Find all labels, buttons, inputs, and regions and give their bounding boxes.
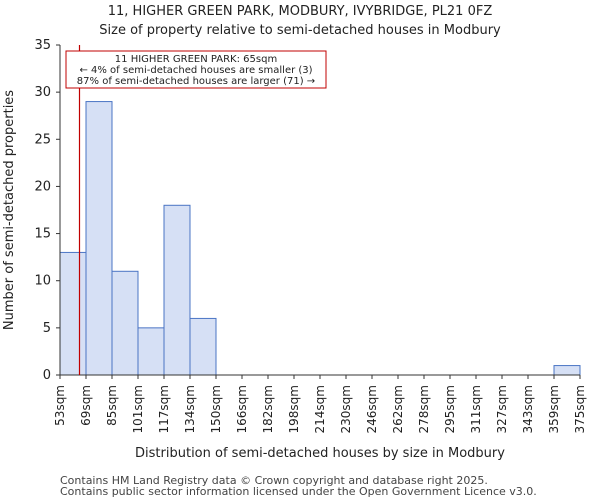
histogram-bar [553, 365, 581, 376]
histogram-bar [59, 251, 87, 376]
x-tick-label: 327sqm [495, 385, 509, 433]
annotation-text: 87% of semi-detached houses are larger (… [77, 76, 315, 87]
x-tick-label: 311sqm [469, 385, 483, 433]
y-tick-label: 25 [34, 132, 51, 147]
x-tick-label: 278sqm [417, 385, 431, 433]
x-tick-label: 375sqm [573, 385, 587, 433]
x-tick-label: 295sqm [443, 385, 457, 433]
x-tick-label: 69sqm [79, 385, 93, 426]
x-tick-label: 134sqm [183, 385, 197, 433]
x-tick-label: 343sqm [521, 385, 535, 433]
y-tick-label: 5 [43, 321, 51, 336]
chart-subtitle: Size of property relative to semi-detach… [99, 23, 501, 38]
annotation-text: ← 4% of semi-detached houses are smaller… [79, 65, 312, 76]
histogram-bar [163, 204, 191, 376]
y-tick-label: 10 [34, 274, 51, 289]
y-tick-label: 0 [43, 368, 51, 383]
annotation-box [65, 50, 327, 89]
x-tick-label: 117sqm [157, 385, 171, 433]
y-tick-label: 15 [34, 227, 51, 242]
x-tick-label: 246sqm [365, 385, 379, 433]
x-tick-label: 262sqm [391, 385, 405, 433]
x-tick-label: 150sqm [209, 385, 223, 433]
x-axis-title: Distribution of semi-detached houses by … [135, 446, 505, 461]
y-tick-label: 20 [34, 179, 51, 194]
histogram-bar [111, 270, 139, 376]
y-tick-label: 30 [34, 85, 51, 100]
footer-copyright: Contains HM Land Registry data © Crown c… [60, 474, 488, 487]
chart-title: 11, HIGHER GREEN PARK, MODBURY, IVYBRIDG… [107, 4, 493, 19]
x-tick-label: 85sqm [105, 385, 119, 426]
x-tick-label: 214sqm [313, 385, 327, 433]
y-axis-title: Number of semi-detached properties [2, 90, 17, 330]
histogram-bar [137, 327, 165, 376]
x-tick-label: 359sqm [547, 385, 561, 433]
footer-licence: Contains public sector information licen… [60, 485, 537, 498]
y-tick-label: 35 [34, 38, 51, 53]
x-tick-label: 53sqm [53, 385, 67, 426]
x-tick-label: 198sqm [287, 385, 301, 433]
annotation-text: 11 HIGHER GREEN PARK: 65sqm [115, 54, 277, 65]
histogram-bar [85, 101, 113, 376]
x-tick-label: 182sqm [261, 385, 275, 433]
histogram-bar [189, 317, 217, 376]
x-tick-label: 166sqm [235, 385, 249, 433]
x-tick-label: 101sqm [131, 385, 145, 433]
x-tick-label: 230sqm [339, 385, 353, 433]
